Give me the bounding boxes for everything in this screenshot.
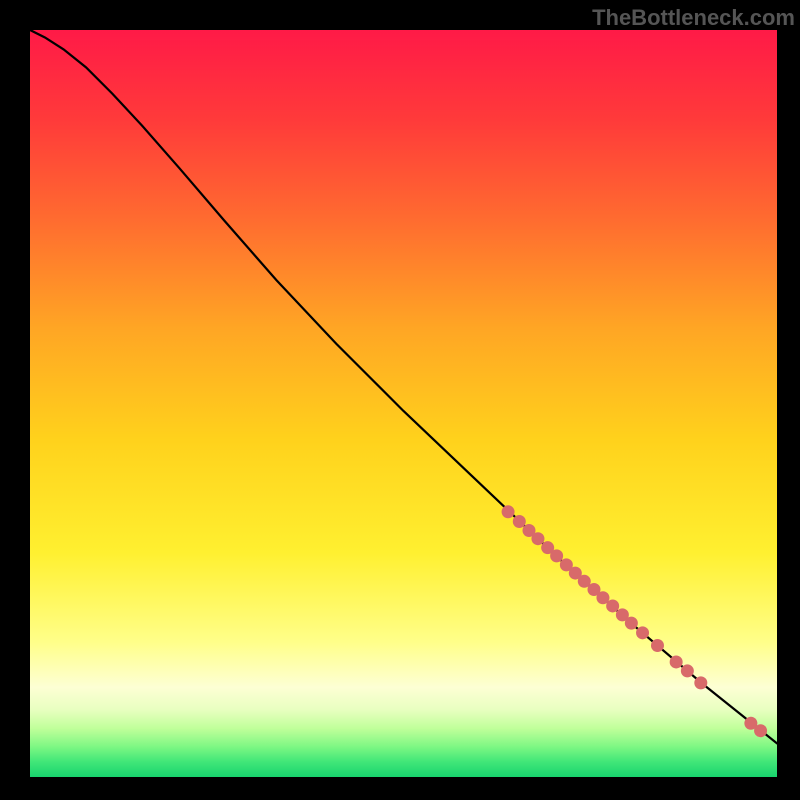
chart-svg [0, 0, 800, 800]
data-marker [550, 549, 563, 562]
data-marker [502, 505, 515, 518]
data-marker [513, 515, 526, 528]
data-marker [531, 532, 544, 545]
watermark-label: TheBottleneck.com [592, 5, 795, 31]
data-marker [606, 599, 619, 612]
data-marker [651, 639, 664, 652]
data-marker [694, 676, 707, 689]
data-marker [681, 664, 694, 677]
data-marker [636, 626, 649, 639]
data-marker [625, 617, 638, 630]
data-marker [670, 655, 683, 668]
plot-gradient-area [30, 30, 777, 777]
chart-container: TheBottleneck.com [0, 0, 800, 800]
data-marker [754, 724, 767, 737]
